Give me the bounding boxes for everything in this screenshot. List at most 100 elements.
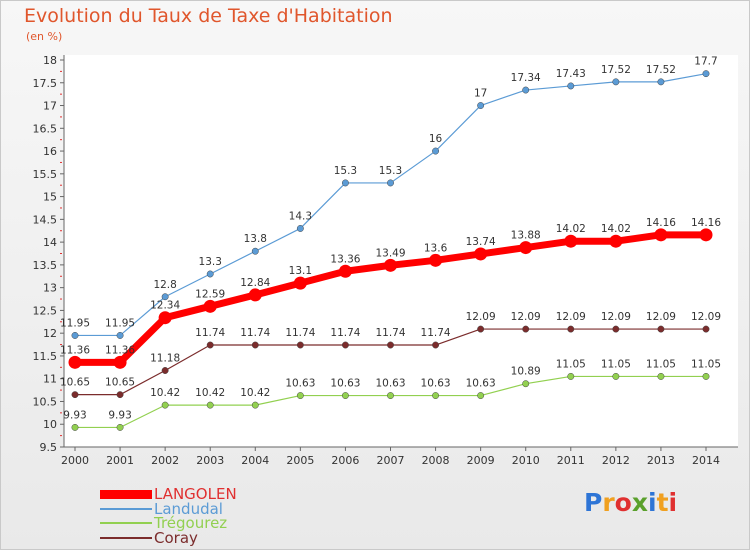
data-point bbox=[296, 392, 304, 400]
data-label: 16 bbox=[429, 133, 443, 145]
data-point bbox=[564, 234, 578, 248]
x-tick-label: 2003 bbox=[196, 454, 224, 467]
data-point bbox=[657, 325, 665, 333]
data-point bbox=[68, 355, 82, 369]
x-tick-label: 2011 bbox=[557, 454, 585, 467]
data-point bbox=[474, 247, 488, 261]
series-trgourez bbox=[71, 372, 710, 431]
x-tick-label: 2005 bbox=[286, 454, 314, 467]
series-coray bbox=[71, 325, 710, 399]
legend-item: Coray bbox=[100, 530, 198, 546]
data-point bbox=[432, 392, 440, 400]
legend-label: LANGOLEN bbox=[154, 485, 237, 503]
legend-label: Trégourez bbox=[154, 514, 228, 532]
data-point bbox=[657, 78, 665, 86]
data-label: 11.36 bbox=[105, 344, 135, 356]
data-point bbox=[432, 147, 440, 155]
data-point bbox=[293, 276, 307, 290]
data-label: 11.05 bbox=[646, 358, 676, 370]
data-label: 11.74 bbox=[330, 327, 360, 339]
data-label: 10.89 bbox=[511, 366, 541, 378]
chart-title: Evolution du Taux de Taxe d'Habitation bbox=[24, 5, 393, 27]
data-label: 11.05 bbox=[691, 358, 721, 370]
data-point bbox=[702, 70, 710, 78]
data-label: 17.7 bbox=[694, 56, 717, 68]
data-label: 12.09 bbox=[511, 311, 541, 323]
y-tick-label: 13.5 bbox=[33, 259, 58, 272]
data-point bbox=[654, 228, 668, 242]
data-point bbox=[341, 341, 349, 349]
data-label: 15.3 bbox=[379, 165, 402, 177]
data-label: 10.42 bbox=[240, 387, 270, 399]
data-point bbox=[387, 341, 394, 349]
y-tick-label: 13 bbox=[43, 282, 57, 295]
data-label: 12.09 bbox=[466, 311, 496, 323]
x-tick-label: 2002 bbox=[151, 454, 179, 467]
legend-item: Landudal bbox=[100, 501, 223, 517]
data-point bbox=[477, 392, 485, 400]
data-label: 11.05 bbox=[556, 358, 586, 370]
data-label: 17.52 bbox=[646, 64, 676, 76]
data-point bbox=[116, 391, 124, 399]
data-label: 10.63 bbox=[285, 378, 315, 390]
legend-swatch bbox=[100, 489, 152, 499]
y-tick-label: 14.5 bbox=[33, 213, 58, 226]
data-label: 10.42 bbox=[150, 387, 180, 399]
legend-swatch bbox=[100, 537, 152, 539]
data-point bbox=[702, 372, 710, 380]
data-label: 13.49 bbox=[375, 247, 405, 259]
x-tick-label: 2006 bbox=[331, 454, 359, 467]
y-tick-label: 16 bbox=[43, 145, 57, 158]
data-label: 17.52 bbox=[601, 64, 631, 76]
data-point bbox=[206, 401, 214, 409]
data-point bbox=[387, 179, 394, 187]
data-point bbox=[338, 264, 352, 278]
data-point bbox=[206, 270, 214, 278]
data-label: 13.1 bbox=[289, 265, 312, 277]
data-point bbox=[116, 423, 124, 431]
x-tick-label: 2012 bbox=[602, 454, 630, 467]
data-label: 10.63 bbox=[330, 378, 360, 390]
data-label: 11.05 bbox=[601, 358, 631, 370]
y-tick-label: 15 bbox=[43, 191, 57, 204]
data-point bbox=[612, 325, 620, 333]
data-point bbox=[387, 392, 394, 400]
legend-swatch bbox=[100, 522, 152, 524]
data-label: 13.74 bbox=[466, 236, 496, 248]
data-label: 14.02 bbox=[601, 223, 631, 235]
legend-item: LANGOLEN bbox=[100, 486, 237, 502]
data-point bbox=[296, 341, 304, 349]
data-label: 13.8 bbox=[244, 233, 267, 245]
data-label: 12.09 bbox=[556, 311, 586, 323]
data-point bbox=[522, 325, 530, 333]
data-point bbox=[567, 82, 575, 90]
data-point bbox=[657, 372, 665, 380]
x-tick-label: 2004 bbox=[241, 454, 269, 467]
data-point bbox=[251, 401, 259, 409]
data-point bbox=[519, 241, 533, 255]
y-tick-label: 12 bbox=[43, 327, 57, 340]
data-label: 11.95 bbox=[105, 317, 135, 329]
data-label: 10.65 bbox=[105, 377, 135, 389]
data-point bbox=[71, 391, 79, 399]
data-label: 12.84 bbox=[240, 277, 270, 289]
data-label: 13.3 bbox=[199, 256, 222, 268]
data-label: 13.36 bbox=[330, 253, 360, 265]
x-tick-label: 2001 bbox=[106, 454, 134, 467]
data-point bbox=[206, 341, 214, 349]
data-point bbox=[341, 179, 349, 187]
data-point bbox=[432, 341, 440, 349]
data-point bbox=[161, 401, 169, 409]
data-point bbox=[71, 423, 79, 431]
data-label: 10.63 bbox=[375, 378, 405, 390]
x-tick-label: 2007 bbox=[377, 454, 405, 467]
data-label: 11.95 bbox=[60, 317, 90, 329]
logo-letter: x bbox=[631, 488, 648, 517]
x-tick-label: 2009 bbox=[467, 454, 495, 467]
y-tick-label: 17 bbox=[43, 100, 57, 113]
data-label: 13.6 bbox=[424, 242, 448, 254]
data-label: 10.63 bbox=[466, 378, 496, 390]
data-label: 11.74 bbox=[375, 327, 405, 339]
y-tick-label: 16.5 bbox=[33, 122, 58, 135]
data-point bbox=[71, 332, 79, 339]
